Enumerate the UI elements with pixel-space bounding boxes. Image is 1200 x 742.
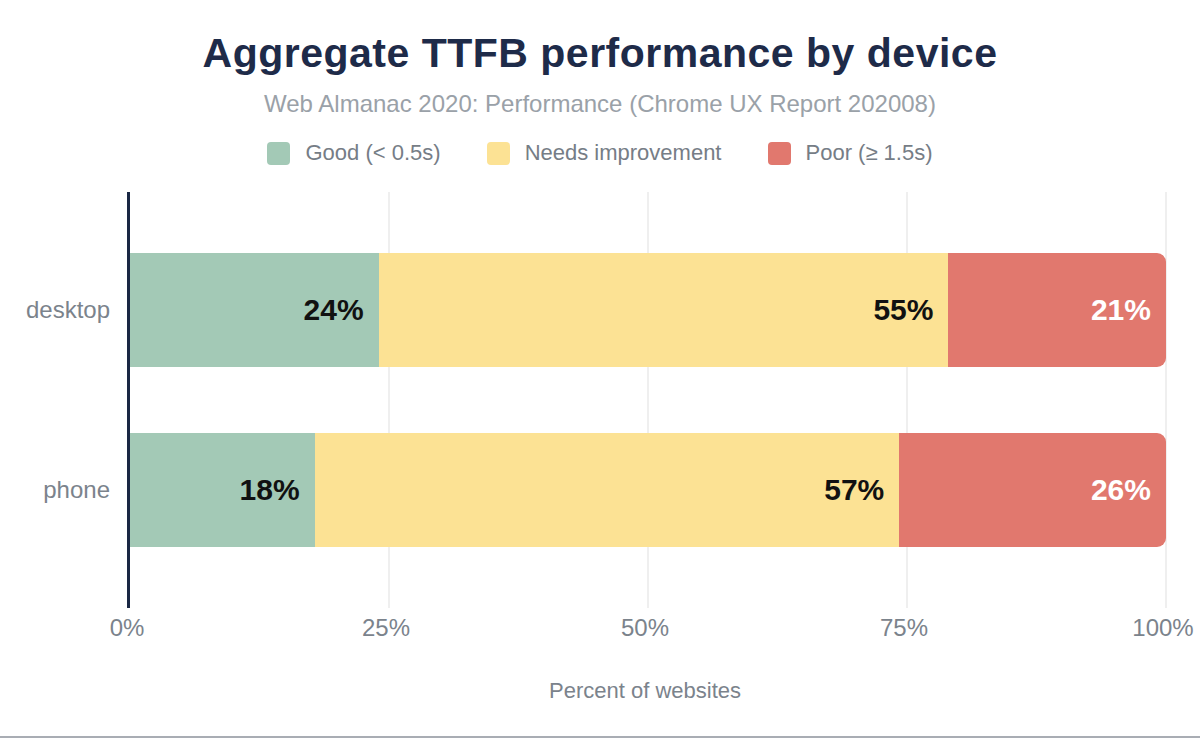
- chart-title: Aggregate TTFB performance by device: [0, 30, 1200, 77]
- bar-value-label: 18%: [240, 473, 300, 507]
- legend-swatch: [768, 142, 791, 165]
- legend-label: Poor (≥ 1.5s): [806, 140, 933, 166]
- bar-value-label: 26%: [1091, 473, 1151, 507]
- figure-bottom-border: [0, 736, 1200, 738]
- bar-value-label: 24%: [304, 293, 364, 327]
- chart-figure: Aggregate TTFB performance by device Web…: [0, 0, 1200, 742]
- x-axis-title: Percent of websites: [127, 678, 1163, 704]
- bar-value-label: 57%: [824, 473, 884, 507]
- legend-item: Poor (≥ 1.5s): [768, 140, 933, 166]
- chart-subtitle: Web Almanac 2020: Performance (Chrome UX…: [0, 90, 1200, 118]
- bar-row: desktop24%55%21%: [130, 253, 1166, 367]
- bar-segment: 55%: [379, 253, 949, 367]
- bar-row: phone18%57%26%: [130, 433, 1166, 547]
- bar-value-label: 55%: [873, 293, 933, 327]
- x-tick-label: 100%: [1132, 614, 1193, 642]
- bar-value-label: 21%: [1091, 293, 1151, 327]
- category-label: desktop: [26, 296, 110, 324]
- x-tick-label: 25%: [362, 614, 410, 642]
- legend-label: Good (< 0.5s): [305, 140, 440, 166]
- x-axis-ticks: 0%25%50%75%100%: [127, 614, 1163, 644]
- plot-area: desktop24%55%21%phone18%57%26%: [127, 192, 1166, 608]
- bar-segment: 18%: [130, 433, 315, 547]
- bar-segment: 24%: [130, 253, 379, 367]
- legend: Good (< 0.5s) Needs improvement Poor (≥ 1.…: [0, 140, 1200, 166]
- x-tick-label: 50%: [621, 614, 669, 642]
- legend-item: Good (< 0.5s): [267, 140, 440, 166]
- x-tick-label: 75%: [880, 614, 928, 642]
- bar-segment: 26%: [899, 433, 1166, 547]
- legend-label: Needs improvement: [525, 140, 722, 166]
- legend-swatch: [487, 142, 510, 165]
- category-label: phone: [43, 476, 110, 504]
- bar-segment: 21%: [948, 253, 1166, 367]
- bar-segment: 57%: [315, 433, 900, 547]
- x-tick-label: 0%: [110, 614, 145, 642]
- legend-swatch: [267, 142, 290, 165]
- legend-item: Needs improvement: [487, 140, 722, 166]
